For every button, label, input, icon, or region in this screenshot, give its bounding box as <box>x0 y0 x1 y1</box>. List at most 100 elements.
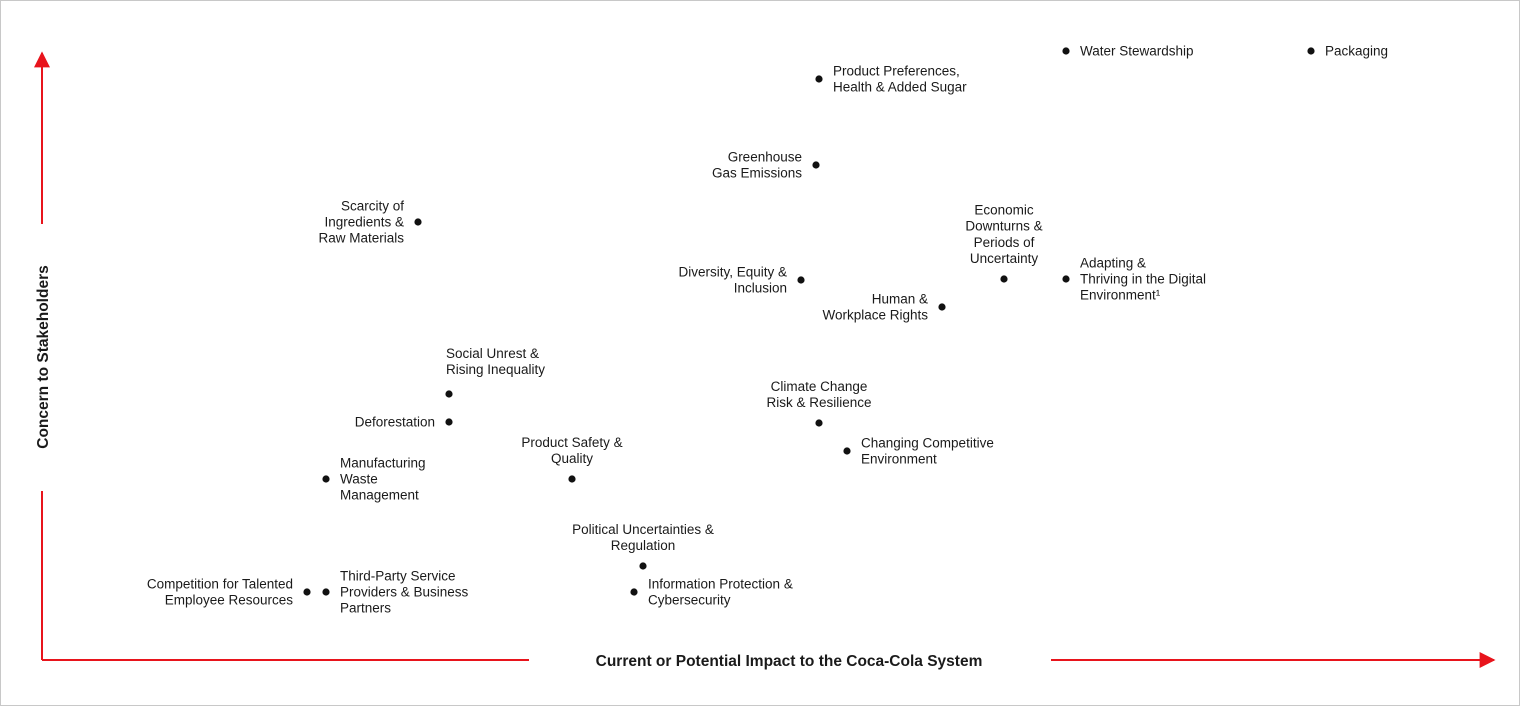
point-label-line: Social Unrest & <box>446 346 539 361</box>
point-label-line: Workplace Rights <box>822 308 928 323</box>
point-label: Product Preferences, Health & Added Sugar <box>833 63 967 94</box>
point-label: Economic Downturns & Periods of Uncertainty <box>965 202 1042 266</box>
point-manufacturing-waste-management: Manufacturing Waste Management <box>322 455 426 503</box>
point-label-line: Uncertainty <box>970 251 1039 266</box>
point-label-line: Regulation <box>611 538 676 553</box>
point-marker <box>1062 275 1070 283</box>
point-label-line: Management <box>340 488 419 503</box>
point-label: Information Protection & Cybersecurity <box>648 576 793 607</box>
point-label: Water Stewardship <box>1080 44 1194 59</box>
point-marker <box>445 390 453 398</box>
point-label: Competition for Talented Employee Resourc… <box>147 576 293 607</box>
point-label-line: Ingredients & <box>324 215 404 230</box>
point-marker <box>843 447 851 455</box>
point-label-line: Environment <box>861 452 937 467</box>
point-label-line: Information Protection & <box>648 576 793 591</box>
point-label: Greenhouse Gas Emissions <box>712 149 802 180</box>
point-social-unrest-rising-inequality: Social Unrest & Rising Inequality <box>445 346 545 398</box>
point-deforestation: Deforestation <box>355 415 453 430</box>
point-label: Political Uncertainties & Regulation <box>572 522 714 553</box>
point-water-stewardship: Water Stewardship <box>1062 44 1194 59</box>
point-label-line: Health & Added Sugar <box>833 80 967 95</box>
point-label-line: Diversity, Equity & <box>678 264 787 279</box>
point-climate-change-risk-resilience: Climate Change Risk & Resilience <box>766 379 872 427</box>
point-label: Adapting & Thriving in the Digital Environ… <box>1080 255 1206 302</box>
point-product-safety-quality: Product Safety & Quality <box>521 435 623 483</box>
point-label-line: Water Stewardship <box>1080 44 1194 59</box>
point-label-line: Environment¹ <box>1080 288 1161 303</box>
point-label: Manufacturing Waste Management <box>340 455 426 502</box>
point-label-line: Cybersecurity <box>648 593 731 608</box>
point-label-line: Product Safety & <box>521 435 622 450</box>
point-marker <box>1000 275 1008 283</box>
point-economic-downturns-periods-of-uncertainty: Economic Downturns & Periods of Uncertainty <box>965 202 1043 283</box>
point-label-line: Climate Change <box>771 379 868 394</box>
point-label-line: Gas Emissions <box>712 166 802 181</box>
point-marker <box>1307 47 1315 55</box>
point-label-line: Thriving in the Digital <box>1080 272 1206 287</box>
point-changing-competitive-environment: Changing Competitive Environment <box>843 435 994 467</box>
point-greenhouse-gas-emissions: Greenhouse Gas Emissions <box>712 149 820 181</box>
x-axis-title: Current or Potential Impact to the Coca-… <box>596 653 983 670</box>
point-label: Product Safety & Quality <box>521 435 622 466</box>
point-marker <box>445 418 453 426</box>
point-label-line: Deforestation <box>355 415 435 430</box>
point-label-line: Human & <box>872 291 928 306</box>
point-label: Packaging <box>1325 44 1388 59</box>
point-label: Third-Party Service Providers & Business P… <box>340 568 469 615</box>
point-label-line: Employee Resources <box>165 593 294 608</box>
point-label: Deforestation <box>355 415 435 430</box>
point-third-party-service-providers-business-partners: Third-Party Service Providers & Business P… <box>322 568 469 616</box>
point-label-line: Raw Materials <box>318 231 404 246</box>
point-label-line: Manufacturing <box>340 455 426 470</box>
point-marker <box>1062 47 1070 55</box>
point-information-protection-cybersecurity: Information Protection & Cybersecurity <box>630 576 793 608</box>
point-marker <box>938 303 946 311</box>
point-adapting-thriving-in-the-digital-environment: Adapting & Thriving in the Digital Environ… <box>1062 255 1206 303</box>
point-label: Diversity, Equity & Inclusion <box>678 264 787 295</box>
point-label: Social Unrest & Rising Inequality <box>446 346 545 377</box>
point-label: Scarcity of Ingredients & Raw Materials <box>318 198 404 245</box>
point-product-preferences-health-added-sugar: Product Preferences, Health & Added Sugar <box>815 63 967 95</box>
point-marker <box>630 588 638 596</box>
point-diversity-equity-inclusion: Diversity, Equity & Inclusion <box>678 264 805 296</box>
point-label-line: Waste <box>340 472 378 487</box>
point-label-line: Providers & Business <box>340 585 469 600</box>
point-marker <box>797 276 805 284</box>
point-political-uncertainties-regulation: Political Uncertainties & Regulation <box>572 522 714 570</box>
point-marker <box>815 419 823 427</box>
point-marker <box>322 475 330 483</box>
point-scarcity-of-ingredients-raw-materials: Scarcity of Ingredients & Raw Materials <box>318 198 422 246</box>
point-label-line: Economic <box>974 202 1034 217</box>
point-packaging: Packaging <box>1307 44 1388 59</box>
point-marker <box>303 588 311 596</box>
point-label-line: Inclusion <box>734 281 787 296</box>
point-label-line: Political Uncertainties & <box>572 522 714 537</box>
y-axis-title: Concern to Stakeholders <box>35 265 52 448</box>
point-marker <box>815 75 823 83</box>
point-label-line: Product Preferences, <box>833 63 960 78</box>
point-marker <box>414 218 422 226</box>
point-label-line: Adapting & <box>1080 255 1146 270</box>
point-label-line: Third-Party Service <box>340 568 456 583</box>
point-label-line: Periods of <box>974 235 1035 250</box>
point-label-line: Rising Inequality <box>446 362 545 377</box>
point-label-line: Risk & Resilience <box>766 395 871 410</box>
point-marker <box>812 161 820 169</box>
point-label-line: Quality <box>551 451 593 466</box>
point-label: Changing Competitive Environment <box>861 435 994 466</box>
point-label-line: Packaging <box>1325 44 1388 59</box>
point-marker <box>322 588 330 596</box>
point-label-line: Competition for Talented <box>147 576 293 591</box>
point-label-line: Downturns & <box>965 219 1042 234</box>
point-label-line: Scarcity of <box>341 198 404 213</box>
point-label-line: Changing Competitive <box>861 435 994 450</box>
point-marker <box>639 562 647 570</box>
point-label: Climate Change Risk & Resilience <box>766 379 871 410</box>
point-human-workplace-rights: Human & Workplace Rights <box>822 291 946 323</box>
point-label: Human & Workplace Rights <box>822 291 928 322</box>
points-layer: Packaging Water Stewardship Product Prefer… <box>147 44 1388 616</box>
point-marker <box>568 475 576 483</box>
